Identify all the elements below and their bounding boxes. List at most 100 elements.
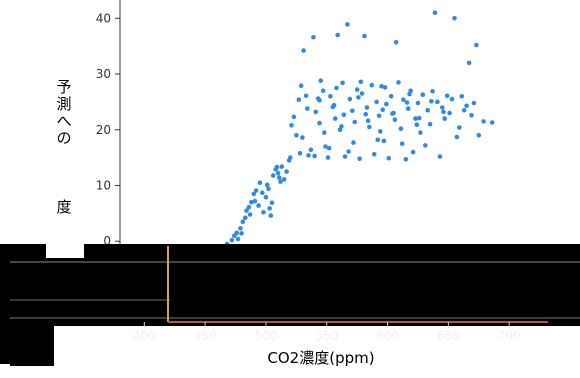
data-point [296, 97, 302, 102]
data-point [367, 124, 372, 130]
data-point [326, 145, 332, 151]
data-point [320, 88, 326, 94]
data-point [277, 175, 282, 180]
data-point [393, 40, 399, 45]
data-point [369, 82, 375, 88]
x-axis-label: CO2濃度(ppm) [267, 349, 374, 367]
data-point [331, 102, 337, 108]
data-point [427, 121, 433, 127]
data-point [325, 155, 331, 160]
data-point [432, 10, 438, 15]
data-point [351, 140, 356, 145]
y-tick-label: 10 [96, 179, 111, 193]
data-point [437, 154, 443, 159]
data-point [235, 236, 241, 242]
data-point [322, 130, 327, 135]
data-point [466, 60, 472, 66]
data-point [306, 153, 311, 158]
data-point [297, 150, 303, 156]
y-axis-label-char: 予 [56, 78, 71, 96]
data-point [399, 141, 405, 146]
y-axis-label-char: 測 [56, 95, 71, 113]
data-point [350, 108, 355, 114]
data-point [318, 78, 324, 83]
data-point [313, 109, 319, 115]
data-point [440, 105, 445, 110]
data-point [461, 108, 467, 113]
data-point [425, 108, 431, 113]
x-tick-label: 650 [437, 329, 460, 343]
data-point [275, 170, 281, 176]
data-point [312, 153, 317, 159]
data-point [375, 137, 381, 143]
data-point [256, 203, 261, 208]
data-point [257, 180, 263, 185]
data-point [371, 152, 377, 157]
y-tick-label: 0 [103, 234, 111, 248]
data-point [365, 118, 371, 124]
glitch-band [10, 244, 580, 326]
data-point [376, 113, 382, 119]
data-point [291, 114, 297, 120]
data-point [240, 219, 246, 224]
data-point [381, 138, 387, 144]
x-tick-label: 600 [376, 329, 399, 343]
x-axis-label-box: CO2濃度(ppm) [236, 342, 406, 370]
y-tick-label: 20 [96, 123, 111, 137]
data-point [429, 99, 434, 104]
data-point [340, 80, 345, 86]
data-point [382, 85, 388, 90]
data-point [251, 191, 257, 197]
data-point [274, 164, 280, 170]
data-point [449, 96, 455, 102]
data-point [414, 122, 420, 127]
data-point [300, 135, 305, 140]
data-point [303, 93, 309, 99]
data-point [452, 15, 457, 21]
data-point [469, 113, 474, 118]
data-point [270, 173, 276, 178]
data-point [263, 194, 269, 200]
data-point [341, 112, 347, 117]
data-point [352, 119, 358, 125]
data-point [305, 106, 310, 111]
data-point [423, 143, 428, 148]
data-point [374, 99, 379, 105]
data-point [354, 87, 360, 92]
data-point [238, 226, 243, 231]
data-point [261, 210, 266, 215]
data-point [247, 212, 253, 217]
data-point [441, 109, 446, 115]
data-point [345, 22, 350, 27]
data-point [481, 119, 486, 124]
data-point [444, 93, 450, 99]
data-point [347, 96, 353, 102]
data-point [317, 120, 322, 126]
data-point [284, 169, 289, 174]
data-point [379, 84, 384, 89]
data-point [388, 94, 394, 99]
data-point [362, 33, 367, 39]
data-point [459, 94, 465, 99]
data-point [281, 177, 287, 182]
data-point [266, 186, 271, 192]
data-point [476, 133, 482, 138]
data-point [392, 117, 398, 122]
data-point [346, 149, 351, 154]
data-point [416, 115, 422, 121]
data-point [253, 188, 259, 193]
data-point [390, 111, 395, 116]
y-axis-label-char: の [56, 129, 71, 147]
data-point [239, 231, 244, 236]
data-point [464, 103, 469, 109]
data-point [442, 116, 448, 121]
data-point [359, 91, 365, 96]
x-tick-label: 400 [133, 329, 156, 343]
x-tick-label: 450 [194, 329, 217, 343]
data-point [252, 198, 258, 204]
data-point [328, 94, 333, 99]
data-point [323, 144, 328, 149]
data-point [333, 116, 338, 121]
